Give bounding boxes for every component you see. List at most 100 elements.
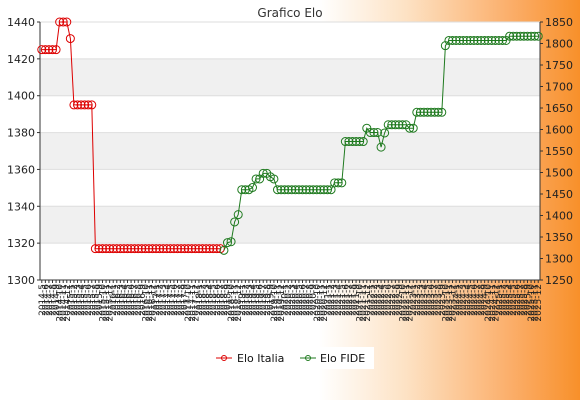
- point-elo-fide: [515, 31, 525, 41]
- point-elo-italia: [80, 100, 90, 110]
- point-elo-fide: [237, 185, 247, 195]
- x-tick-label: 2019-5: [252, 284, 262, 316]
- x-tick-label: 2024-8: [477, 284, 487, 316]
- x-tick-label: 2022-2: [370, 284, 380, 316]
- x-tick-label: 2015-3: [74, 284, 84, 316]
- x-tick-label: 2020-9: [309, 284, 319, 316]
- x-tick-label: 2017-11: [188, 284, 198, 322]
- x-tick-label: 2016-6: [127, 284, 137, 316]
- point-elo-fide: [248, 183, 257, 193]
- point-elo-fide: [383, 120, 393, 130]
- x-tick-label: 2019-10: [270, 284, 280, 322]
- x-tick-label: 2014-10: [56, 284, 66, 322]
- point-elo-fide: [519, 31, 529, 41]
- x-tick-label: 2014-11: [59, 284, 69, 322]
- right-tick-label: 1850: [545, 16, 573, 29]
- point-elo-fide: [476, 35, 486, 45]
- right-tick-label: 1500: [545, 167, 573, 180]
- point-elo-italia: [212, 244, 222, 254]
- point-elo-fide: [430, 107, 440, 117]
- point-elo-italia: [101, 244, 111, 254]
- point-elo-fide: [505, 31, 515, 41]
- right-tick-label: 1550: [545, 145, 573, 158]
- x-tick-label: 2025-9: [524, 284, 534, 316]
- x-tick-label: 2022-9: [395, 284, 405, 316]
- point-elo-fide: [258, 168, 268, 178]
- x-tick-label: 2021-11: [359, 284, 369, 322]
- x-tick-label: 2020-5: [295, 284, 305, 316]
- point-elo-fide: [526, 31, 536, 41]
- x-tick-label: 2020-2: [284, 284, 294, 316]
- x-tick-label: 2014-12: [63, 284, 73, 322]
- right-tick-label: 1750: [545, 59, 573, 72]
- x-tick-label: 2025-2: [499, 284, 509, 316]
- legend-label-elo-italia: Elo Italia: [237, 352, 284, 365]
- right-tick-label: 1350: [545, 231, 573, 244]
- x-tick-label: 2022-6: [384, 284, 394, 316]
- x-tick-label: 2017-12: [191, 284, 201, 322]
- x-tick-label: 2020-6: [299, 284, 309, 316]
- x-tick-label: 2022-8: [391, 284, 401, 316]
- point-elo-fide: [394, 120, 404, 130]
- point-elo-italia: [123, 244, 132, 254]
- point-elo-fide: [490, 35, 500, 45]
- point-elo-fide: [301, 185, 311, 195]
- x-tick-label: 2019-11: [274, 284, 284, 322]
- point-elo-fide: [283, 185, 293, 195]
- grid-band: [40, 58, 540, 96]
- x-tick-label: 2025-3: [502, 284, 512, 316]
- point-elo-italia: [151, 244, 161, 254]
- x-tick-label: 2019-8: [263, 284, 273, 316]
- point-elo-italia: [190, 244, 200, 254]
- x-tick-label: 2022-11: [402, 284, 412, 322]
- point-elo-italia: [137, 244, 147, 254]
- point-elo-fide: [330, 178, 340, 188]
- point-elo-fide: [340, 137, 350, 147]
- point-elo-fide: [448, 35, 457, 45]
- point-elo-fide: [333, 178, 343, 188]
- point-elo-italia: [87, 100, 97, 110]
- left-tick-label: 1340: [7, 200, 35, 213]
- point-elo-fide: [433, 107, 443, 117]
- x-tick-label: 2024-1: [452, 284, 462, 316]
- point-elo-fide: [226, 237, 236, 247]
- x-tick-label: 2014-9: [52, 284, 62, 316]
- point-elo-fide: [290, 185, 300, 195]
- point-elo-fide: [376, 142, 386, 152]
- x-tick-label: 2021-4: [334, 284, 344, 316]
- x-tick-label: 2021-9: [352, 284, 362, 316]
- point-elo-italia: [194, 244, 204, 254]
- x-tick-label: 2021-6: [341, 284, 351, 316]
- point-elo-italia: [208, 244, 218, 254]
- point-elo-italia: [158, 244, 168, 254]
- x-tick-label: 2018-10: [227, 284, 237, 322]
- x-tick-label: 2019-4: [249, 284, 259, 316]
- x-tick-label: 2015-10: [99, 284, 109, 322]
- legend: Elo Italia Elo FIDE: [208, 347, 374, 369]
- x-tick-label: 2023-4: [420, 284, 430, 316]
- x-tick-label: 2025-4: [506, 284, 516, 316]
- point-elo-fide: [480, 35, 490, 45]
- point-elo-fide: [451, 35, 461, 45]
- point-elo-italia: [40, 45, 50, 55]
- x-tick-label: 2025-5: [509, 284, 519, 316]
- right-tick-label: 1600: [545, 124, 573, 137]
- x-tick-label: 2024-4: [463, 284, 473, 316]
- point-elo-fide: [458, 35, 468, 45]
- x-tick-label: 2018-4: [206, 284, 216, 316]
- point-elo-fide: [251, 174, 261, 184]
- legend-marker-elo-italia: [221, 355, 227, 361]
- point-elo-fide: [473, 35, 482, 45]
- point-elo-italia: [205, 244, 215, 254]
- x-tick-label: 2016-9: [138, 284, 148, 316]
- x-tick-label: 2015-6: [84, 284, 94, 316]
- point-elo-fide: [483, 35, 493, 45]
- x-tick-label: 2021-12: [363, 284, 373, 322]
- x-tick-label: 2018-6: [213, 284, 223, 316]
- x-tick-label: 2023-6: [427, 284, 437, 316]
- right-tick-label: 1300: [545, 253, 573, 266]
- x-tick-label: 2024-11: [488, 284, 498, 322]
- point-elo-fide: [533, 31, 543, 41]
- x-tick-label: 2025-11: [531, 284, 541, 322]
- x-tick-label: 2023-1: [409, 284, 419, 316]
